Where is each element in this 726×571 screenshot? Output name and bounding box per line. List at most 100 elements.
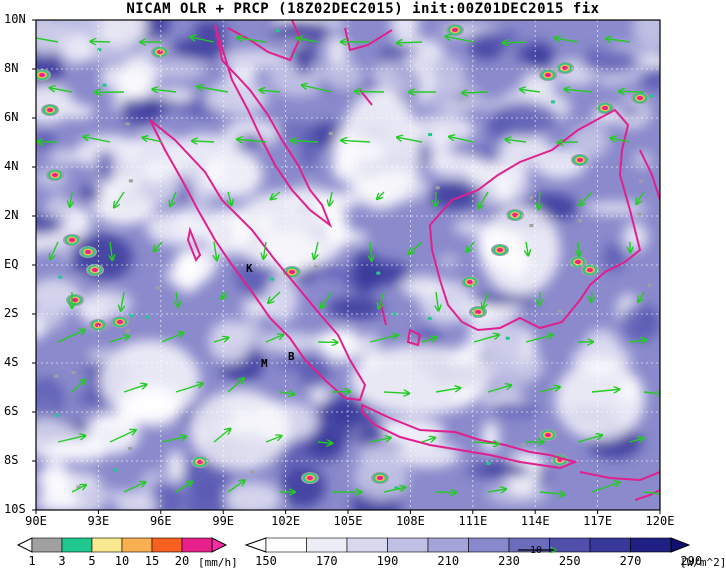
lat-label: 4S	[4, 355, 19, 369]
precip-cell	[428, 133, 433, 137]
precip-colorbar-label: 10	[114, 554, 130, 568]
precip-colorbar-label: 5	[88, 554, 96, 568]
olr-patch	[475, 461, 528, 475]
lon-label: 114E	[520, 514, 550, 528]
precip-cell	[505, 336, 510, 340]
precip-cell	[467, 280, 473, 284]
olr-field	[36, 20, 660, 510]
precip-cell	[145, 315, 150, 319]
wind-vector	[643, 491, 660, 495]
wind-vector	[237, 139, 267, 142]
wind-vector	[36, 37, 59, 43]
precip-unit: [mm/h]	[198, 556, 238, 569]
olr-patch	[299, 365, 332, 390]
olr-patch	[95, 150, 115, 185]
wind-vector	[610, 138, 631, 143]
olr-patch	[41, 307, 65, 330]
olr-patch	[350, 345, 490, 415]
precip-cell	[72, 298, 78, 302]
olr-colorbar-bin	[306, 537, 348, 553]
precip-cell	[602, 106, 608, 110]
olr-patch	[257, 332, 319, 353]
olr-patch	[380, 73, 416, 95]
precip-cell	[125, 329, 130, 333]
olr-unit: [W/m^2]	[680, 556, 726, 569]
wind-vector	[462, 92, 489, 93]
wind-vector	[636, 191, 645, 204]
wind-vector	[525, 335, 553, 343]
wind-vector	[109, 336, 130, 343]
wind-vector	[263, 241, 266, 259]
wind-vector	[70, 191, 72, 207]
olr-patch	[352, 249, 379, 295]
precip-cell	[637, 96, 643, 100]
wind-vector	[341, 140, 371, 142]
precip-cell	[435, 186, 440, 190]
precip-colorbar-lower	[16, 537, 33, 553]
precip-cell	[85, 250, 91, 254]
olr-patch	[173, 133, 237, 161]
wind-vector	[71, 485, 86, 493]
olr-patch	[569, 123, 610, 159]
olr-colorbar-label: 290	[680, 554, 703, 568]
coast-island-3	[186, 226, 202, 262]
precip-cell	[39, 73, 45, 77]
olr-patch	[36, 20, 64, 55]
precip-colorbar	[16, 537, 228, 553]
olr-patch	[325, 61, 365, 93]
precip-colorbar-bin	[151, 537, 183, 553]
wind-vector	[526, 241, 528, 256]
olr-patch	[172, 37, 230, 60]
wind-vector	[578, 241, 579, 256]
olr-patch	[204, 80, 269, 116]
wind-vector	[435, 492, 457, 493]
precip-cell	[117, 320, 123, 324]
olr-patch	[580, 48, 639, 74]
olr-patch	[59, 33, 95, 64]
coast-malaya	[214, 24, 333, 228]
coast-borneo	[428, 108, 642, 332]
wind-vector	[466, 241, 475, 252]
olr-colorbar-label: 150	[255, 554, 277, 568]
olr-patch	[144, 59, 207, 80]
precip-cell	[102, 83, 107, 87]
precip-cell	[289, 270, 295, 274]
lon-label: 120E	[645, 514, 675, 528]
lat-label: 6S	[4, 404, 19, 418]
precip-cell	[270, 277, 275, 281]
lon-label: 99E	[212, 514, 235, 528]
olr-patch	[499, 143, 564, 163]
olr-patch	[470, 29, 520, 46]
precip-cell	[497, 248, 503, 252]
olr-patch	[83, 290, 133, 318]
precip-colorbar-bin	[181, 537, 213, 553]
olr-colorbar-label: 250	[558, 554, 581, 568]
wind-vector	[50, 241, 59, 260]
precip-cell	[54, 413, 59, 417]
olr-patch	[172, 249, 203, 293]
lon-label: 90E	[25, 514, 47, 528]
lat-label: 2S	[4, 306, 19, 320]
precip-cell	[377, 476, 383, 480]
lat-label: 2N	[4, 208, 19, 222]
wind-vector	[214, 241, 217, 261]
map-title: NICAM OLR + PRCP (18Z02DEC2015) init:00Z…	[126, 1, 600, 17]
wind-vector	[265, 335, 284, 343]
wind-vector	[49, 88, 73, 93]
lon-label: 111E	[458, 514, 488, 528]
precip-colorbar-label: 15	[144, 554, 160, 568]
precip-cell	[529, 224, 534, 228]
precip-cell	[128, 179, 133, 183]
precip-cell	[545, 433, 551, 437]
olr-patch	[622, 222, 648, 252]
coast-java	[361, 403, 579, 470]
olr-colorbar-label: 230	[498, 554, 520, 568]
wind-vector	[57, 436, 86, 443]
precip-colorbar-bin	[91, 537, 123, 553]
olr-patch	[491, 102, 559, 138]
olr-patch	[555, 360, 645, 440]
olr-patch	[402, 53, 437, 71]
lat-label: 10S	[4, 502, 26, 516]
wind-vector	[473, 335, 499, 343]
olr-patch	[190, 390, 290, 470]
